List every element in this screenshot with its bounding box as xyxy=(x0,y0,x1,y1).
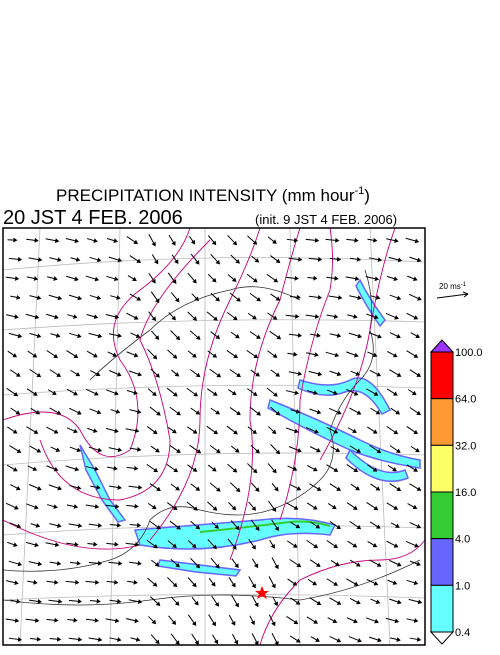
colorbar-band xyxy=(431,399,453,446)
colorbar-label: 1.0 xyxy=(455,580,470,592)
colorbar-band xyxy=(431,445,453,492)
vector-key-exponent: -1 xyxy=(461,282,467,288)
vector-key-label: 20 ms-1 xyxy=(439,282,467,291)
colorbar-over xyxy=(431,340,453,352)
colorbar-band xyxy=(431,585,453,632)
colorbar-under xyxy=(431,632,453,644)
colorbar-label: 64.0 xyxy=(455,394,476,406)
colorbar-label: 16.0 xyxy=(455,487,476,499)
colorbar-label: 32.0 xyxy=(455,440,476,452)
vector-key-arrow xyxy=(437,294,468,298)
colorbar-band xyxy=(431,539,453,586)
vector-key: 20 ms-1 xyxy=(437,282,468,298)
vector-key-text: 20 ms xyxy=(439,282,461,291)
init-time: (init. 9 JST 4 FEB. 2006) xyxy=(255,212,397,227)
title: PRECIPITATION INTENSITY (mm hour-1) xyxy=(56,185,370,205)
title-suffix: ) xyxy=(364,186,370,205)
map xyxy=(3,228,425,645)
valid-time: 20 JST 4 FEB. 2006 xyxy=(3,207,183,229)
colorbar-band xyxy=(431,492,453,539)
colorbar-label: 100.0 xyxy=(455,347,483,359)
title-exponent: -1 xyxy=(355,185,365,197)
colorbar-band xyxy=(431,352,453,399)
colorbar-label: 0.4 xyxy=(455,627,470,639)
colorbar-label: 4.0 xyxy=(455,534,470,546)
title-text: PRECIPITATION INTENSITY (mm hour xyxy=(56,186,355,205)
colorbar: 100.0 64.0 32.0 16.0 4.0 1.0 0.4 xyxy=(431,340,483,644)
